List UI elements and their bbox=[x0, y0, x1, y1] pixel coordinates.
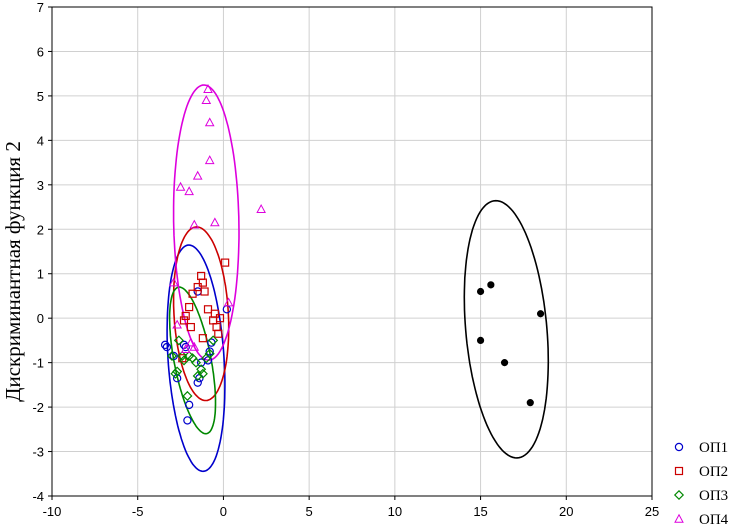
data-point bbox=[177, 350, 188, 362]
data-point bbox=[180, 344, 191, 353]
data-point bbox=[208, 335, 219, 346]
data-point bbox=[204, 155, 215, 165]
data-point bbox=[189, 341, 200, 351]
data-point bbox=[203, 83, 213, 93]
legend-marker bbox=[674, 513, 684, 523]
y-tick-label: 0 bbox=[37, 311, 44, 326]
x-tick-label: 20 bbox=[559, 504, 573, 519]
data-point bbox=[175, 181, 186, 191]
data-point bbox=[196, 364, 207, 375]
x-tick-label: 0 bbox=[220, 504, 227, 519]
data-point bbox=[172, 373, 182, 383]
x-axis-ticks: -10 -5 0 5 10 15 20 25 bbox=[43, 496, 659, 519]
legend-label: ОП2 bbox=[699, 464, 728, 480]
data-point bbox=[186, 337, 196, 347]
y-axis-label: Дискриминантная функция 2 bbox=[1, 141, 25, 402]
data-point bbox=[223, 297, 234, 307]
y-tick-label: 3 bbox=[37, 178, 44, 193]
data-point bbox=[200, 287, 209, 296]
data-point bbox=[170, 368, 181, 379]
x-tick-label: 10 bbox=[388, 504, 402, 519]
data-point bbox=[184, 186, 194, 196]
confidence-ellipse bbox=[172, 84, 240, 362]
data-point bbox=[184, 400, 194, 410]
legend: ОП1 ОП2 ОП3 ОП4 bbox=[673, 440, 729, 528]
data-point bbox=[183, 416, 192, 425]
data-point bbox=[476, 287, 485, 296]
confidence-ellipse bbox=[172, 226, 230, 402]
confidence-ellipses bbox=[166, 84, 550, 473]
y-tick-label: -2 bbox=[32, 400, 44, 415]
data-point bbox=[214, 329, 223, 338]
y-tick-label: 1 bbox=[37, 267, 44, 282]
x-tick-label: -5 bbox=[132, 504, 144, 519]
data-point bbox=[172, 366, 183, 377]
data-point bbox=[204, 117, 215, 127]
y-tick-label: 5 bbox=[37, 89, 44, 104]
y-tick-label: -1 bbox=[32, 356, 44, 371]
data-point bbox=[189, 219, 200, 229]
data-point bbox=[185, 302, 194, 312]
y-axis-ticks: -4 -3 -2 -1 0 1 2 3 4 5 6 7 bbox=[32, 0, 52, 504]
y-tick-label: -4 bbox=[32, 489, 44, 504]
data-point bbox=[188, 289, 197, 298]
data-point bbox=[210, 309, 219, 318]
data-point bbox=[500, 359, 509, 367]
data-points bbox=[160, 83, 545, 425]
data-point bbox=[201, 95, 212, 105]
data-point bbox=[179, 316, 189, 325]
data-point bbox=[168, 277, 179, 287]
data-point bbox=[204, 348, 215, 359]
y-tick-label: 4 bbox=[37, 133, 44, 148]
legend-label: ОП4 bbox=[699, 512, 729, 528]
data-point bbox=[192, 370, 203, 382]
data-point bbox=[182, 390, 193, 402]
legend-label: ОП1 bbox=[699, 440, 728, 456]
data-point bbox=[193, 282, 202, 292]
plot-frame bbox=[51, 6, 653, 497]
y-tick-label: 2 bbox=[37, 222, 44, 237]
data-point bbox=[487, 281, 495, 289]
data-point bbox=[215, 314, 225, 323]
y-tick-label: 7 bbox=[37, 0, 44, 15]
legend-label: ОП3 bbox=[699, 488, 728, 504]
legend-marker bbox=[674, 442, 684, 452]
data-point bbox=[173, 335, 184, 346]
data-point bbox=[186, 322, 195, 332]
data-point bbox=[536, 310, 545, 318]
data-point bbox=[192, 170, 203, 180]
data-point bbox=[197, 368, 208, 379]
data-point bbox=[181, 342, 190, 352]
confidence-ellipse bbox=[463, 199, 550, 459]
data-point bbox=[221, 258, 230, 267]
x-tick-label: 25 bbox=[645, 504, 659, 519]
data-point bbox=[172, 319, 182, 329]
data-point bbox=[205, 347, 214, 356]
x-tick-label: 15 bbox=[473, 504, 487, 519]
data-point bbox=[178, 355, 190, 366]
data-point bbox=[181, 311, 190, 321]
data-point bbox=[162, 342, 172, 352]
data-point bbox=[193, 378, 202, 387]
data-point bbox=[256, 204, 266, 213]
y-tick-label: 6 bbox=[37, 44, 44, 59]
data-point bbox=[198, 278, 207, 287]
data-point bbox=[210, 217, 220, 227]
data-point bbox=[476, 336, 485, 345]
confidence-ellipse bbox=[166, 244, 226, 473]
x-tick-label: -10 bbox=[43, 504, 62, 519]
data-point bbox=[166, 350, 178, 362]
data-point bbox=[526, 399, 534, 407]
y-tick-label: -3 bbox=[32, 445, 44, 460]
data-point bbox=[203, 305, 213, 314]
data-point bbox=[198, 334, 207, 343]
confidence-ellipse bbox=[168, 286, 217, 435]
legend-marker bbox=[673, 489, 685, 501]
legend-marker bbox=[674, 466, 684, 476]
x-tick-label: 5 bbox=[306, 504, 313, 519]
data-point bbox=[160, 340, 170, 350]
data-point bbox=[190, 357, 202, 368]
